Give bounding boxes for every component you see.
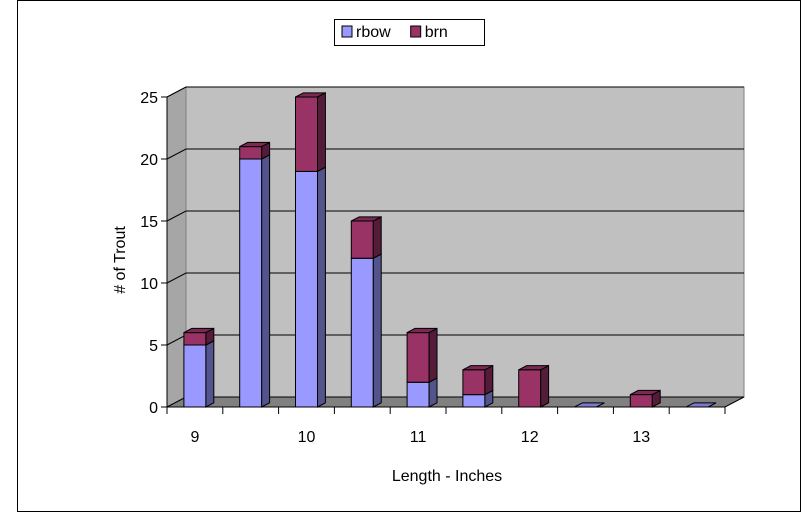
y-tick-label: 0: [149, 400, 158, 417]
axes: [161, 96, 726, 414]
x-axis-label: Length - Inches: [392, 468, 502, 485]
bar-rbow-10.5: [350, 253, 382, 408]
bar-rbow-9.5: [239, 154, 271, 408]
legend-label-rbow: rbow: [356, 24, 391, 41]
x-tick-label: 11: [410, 429, 427, 446]
bar-rbow-9: [183, 340, 215, 408]
bar-front: [462, 369, 486, 396]
bar-front: [239, 158, 263, 408]
bar-top: [351, 216, 382, 222]
bar-front: [183, 332, 207, 346]
bar-top: [518, 365, 549, 371]
legend-label-brn: brn: [425, 24, 448, 41]
bar-side: [428, 327, 438, 384]
x-tick-label: 13: [632, 429, 650, 446]
x-tick-labels: 9 10 11 12 13: [190, 429, 650, 446]
bar-front: [295, 170, 318, 408]
legend-swatch-brn: [410, 25, 422, 38]
bar-front: [183, 344, 207, 408]
bar-side: [372, 253, 382, 408]
bar-top: [239, 141, 270, 148]
bar-front: [462, 394, 486, 408]
legend-box: [334, 19, 485, 46]
bar-front: [629, 394, 653, 408]
gridline: [166, 210, 744, 222]
y-tick-label: 15: [140, 214, 158, 231]
bar-brn-13: [629, 389, 661, 408]
bar-brn-9.5: [239, 141, 271, 160]
bar-front: [350, 220, 374, 259]
bar-front: [239, 146, 263, 160]
bar-brn-10: [295, 92, 326, 173]
bars: [183, 92, 717, 408]
side-wall: [166, 86, 187, 408]
bar-side: [428, 377, 438, 408]
x-tick-label: 10: [298, 429, 316, 446]
bar-top: [630, 389, 661, 396]
x-tick-label: 9: [190, 429, 199, 446]
bar-brn-12: [518, 364, 550, 408]
bar-side: [540, 364, 550, 408]
bar-front: [518, 369, 542, 408]
gridline: [166, 272, 744, 284]
y-tick-labels: 0 5 10 15 20 25: [140, 90, 158, 417]
x-tick-label: 12: [521, 429, 539, 446]
bar-brn-11.5: [462, 364, 494, 396]
bar-side: [317, 92, 326, 173]
legend: rbow brn: [334, 19, 485, 46]
y-axis-label: # of Trout: [112, 226, 129, 294]
bar-front: [350, 257, 374, 408]
y-tick-label: 20: [140, 152, 158, 169]
bar-front: [295, 96, 318, 172]
bar-top: [462, 365, 494, 371]
gridline: [166, 148, 744, 160]
bar-side: [372, 216, 382, 260]
bar-top: [406, 327, 438, 334]
bar-side: [484, 364, 494, 396]
bar-side: [205, 340, 215, 408]
bar-brn-11: [406, 327, 438, 384]
bar-side: [261, 154, 271, 408]
bar-side: [317, 166, 326, 408]
bar-brn-10.5: [350, 216, 382, 260]
bar-top: [183, 327, 215, 334]
legend-swatch-rbow: [341, 25, 353, 38]
bar-front: [406, 332, 430, 383]
y-tick-label: 25: [140, 90, 158, 107]
y-tick-label: 5: [149, 338, 158, 355]
gridline: [166, 86, 744, 98]
bar-front: [406, 381, 430, 408]
bar-brn-9: [183, 327, 215, 346]
y-tick-label: 10: [140, 276, 158, 293]
bar-top: [295, 92, 326, 98]
bar-rbow-10: [295, 166, 326, 408]
